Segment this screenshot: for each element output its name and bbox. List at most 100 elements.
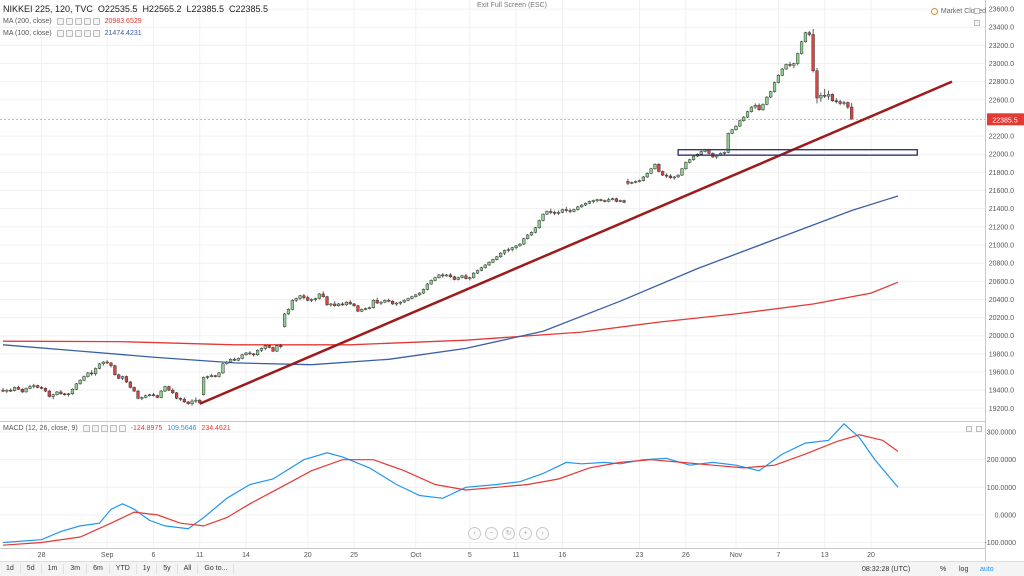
candle-body — [583, 202, 588, 206]
candle-body — [151, 394, 156, 396]
candle-body — [240, 354, 244, 359]
resistance-box[interactable] — [677, 149, 918, 156]
candle-body — [147, 394, 152, 396]
log-scale-toggle[interactable]: log — [959, 565, 969, 573]
candle-body — [749, 106, 754, 112]
ma100-controls[interactable] — [56, 30, 100, 37]
candle-body — [441, 274, 445, 277]
candle-body — [337, 303, 341, 307]
symbol-legend[interactable]: NIKKEI 225, 120, TVC O22535.5 H22565.2 L… — [3, 4, 268, 14]
candle-body — [132, 387, 136, 392]
candle-body — [352, 303, 356, 307]
candle-body — [340, 303, 345, 306]
zoom-in-icon[interactable]: + — [519, 527, 532, 540]
candle-body — [213, 375, 217, 377]
candle-body — [43, 388, 48, 392]
macd-legend[interactable]: MACD (12, 26, close, 9) -124.8975 109.56… — [3, 425, 231, 432]
market-status: Market Closed — [930, 8, 986, 15]
candle-body — [487, 261, 491, 266]
candle-body — [846, 102, 850, 108]
candle-body — [383, 300, 387, 303]
candle-body — [109, 362, 113, 366]
candle-body — [421, 289, 426, 294]
candle-body — [610, 198, 615, 200]
auto-scale-toggle[interactable]: auto — [980, 565, 994, 573]
candle-body — [9, 389, 13, 392]
timeframe-1m[interactable]: 1m — [42, 564, 65, 574]
candle-body — [664, 174, 669, 177]
scroll-left-icon[interactable]: ‹ — [468, 527, 481, 540]
utc-clock[interactable]: 08:32:28 (UTC) — [862, 565, 911, 573]
scroll-right-icon[interactable]: › — [536, 527, 549, 540]
ma100-legend[interactable]: MA (100, close) 21474.4231 — [3, 30, 142, 37]
candle-body — [757, 105, 761, 111]
close-value: C22385.5 — [229, 4, 269, 14]
macd-tick-label: 200.0000 — [987, 457, 1016, 464]
candle-body — [499, 252, 503, 258]
time-tick-label: 16 — [558, 552, 566, 559]
macd-signal-line — [2, 434, 899, 546]
candle-body — [576, 206, 580, 210]
candle-body — [684, 162, 688, 170]
candle-body — [483, 264, 487, 268]
candle-body — [514, 245, 518, 248]
candle-body — [66, 393, 71, 396]
candle-body — [202, 377, 206, 395]
timeframe-all[interactable]: All — [178, 564, 199, 574]
macd-pane-maximize-icon[interactable] — [976, 426, 982, 432]
candle-body — [367, 307, 372, 309]
candle-body — [364, 308, 368, 310]
candle-body — [178, 398, 183, 400]
zoom-out-icon[interactable]: − — [485, 527, 498, 540]
candle-body — [541, 213, 545, 221]
timeframe-6m[interactable]: 6m — [87, 564, 110, 574]
candle-body — [437, 274, 441, 278]
ma200-controls[interactable] — [56, 18, 100, 25]
timeframe-5d[interactable]: 5d — [21, 564, 42, 574]
candle-body — [792, 63, 796, 66]
percent-scale-toggle[interactable]: % — [940, 565, 947, 573]
timeframe-1y[interactable]: 1y — [137, 564, 158, 574]
pane-maximize-icon[interactable] — [974, 8, 980, 14]
pane-settings-icon[interactable] — [974, 20, 980, 26]
market-closed-icon — [930, 8, 938, 15]
timeframe-5y[interactable]: 5y — [157, 564, 178, 574]
candle-body — [649, 168, 653, 174]
candle-body — [124, 376, 129, 383]
price-tick-label: 19600.0 — [989, 370, 1014, 377]
candle-body — [344, 301, 348, 306]
candle-body — [807, 32, 811, 35]
candle-body — [310, 299, 314, 301]
ma200-line — [2, 281, 899, 346]
candle-body — [456, 277, 460, 280]
reset-zoom-icon[interactable]: ↻ — [502, 527, 515, 540]
candle-body — [761, 104, 765, 111]
candle-body — [738, 120, 742, 127]
time-tick-label: 13 — [821, 552, 829, 559]
candle-body — [668, 175, 672, 179]
exit-fullscreen-button[interactable]: Exit Full Screen (ESC) — [476, 2, 548, 9]
candle-body — [348, 301, 352, 305]
candle-body — [418, 292, 422, 296]
timeframe-ytd[interactable]: YTD — [110, 564, 137, 574]
macd-pane-up-icon[interactable] — [966, 426, 972, 432]
timeframe-1d[interactable]: 1d — [0, 564, 21, 574]
go-to-date-button[interactable]: Go to... — [198, 564, 235, 574]
price-tick-label: 23200.0 — [989, 43, 1014, 50]
candle-body — [545, 211, 549, 215]
trendline[interactable] — [199, 80, 953, 405]
chart-navigation[interactable]: ‹ − ↻ + › — [468, 527, 549, 540]
time-tick-label: Sep — [101, 552, 114, 559]
candle-body — [769, 91, 773, 98]
candle-body — [325, 296, 329, 306]
ma200-legend[interactable]: MA (200, close) 20983.6529 — [3, 18, 142, 25]
candle-body — [39, 387, 44, 389]
macd-controls[interactable] — [82, 425, 126, 432]
price-tick-label: 22000.0 — [989, 152, 1014, 159]
timeframe-3m[interactable]: 3m — [64, 564, 88, 574]
candle-body — [290, 300, 294, 310]
candle-body — [726, 133, 730, 153]
high-value: H22565.2 — [142, 4, 182, 14]
candle-body — [815, 70, 819, 99]
